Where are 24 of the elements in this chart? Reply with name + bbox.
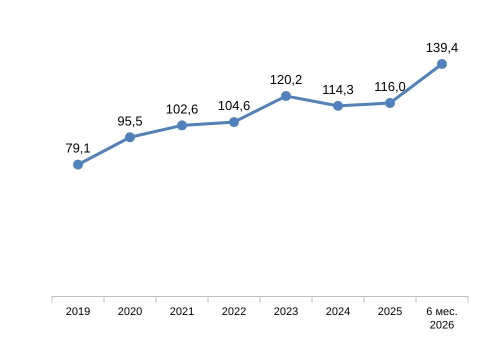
- x-tick-label: 2020: [118, 306, 142, 318]
- x-tick-label: 2025: [378, 306, 402, 318]
- point: [73, 160, 83, 170]
- data-label: 95,5: [117, 113, 143, 128]
- point: [125, 132, 135, 142]
- data-label: 114,3: [322, 82, 354, 97]
- data-label: 116,0: [374, 79, 406, 94]
- x-tick-label: 2019: [66, 306, 90, 318]
- point: [333, 100, 343, 111]
- point: [281, 91, 291, 102]
- x-tick-label: 2021: [170, 306, 194, 318]
- data-label: 102,6: [166, 101, 198, 116]
- data-label: 120,2: [270, 72, 302, 88]
- x-tick-label: 6 мес. 2026: [426, 306, 458, 332]
- data-label: 139,4: [426, 40, 458, 56]
- point: [437, 59, 447, 69]
- x-tick-label: 2024: [326, 306, 350, 318]
- point: [385, 98, 395, 108]
- data-label: 104,6: [218, 98, 250, 114]
- data-label: 79,1: [65, 140, 91, 156]
- point: [229, 117, 239, 128]
- point: [177, 120, 187, 130]
- x-tick-label: 2022: [222, 306, 246, 318]
- x-tick-label: 2023: [274, 306, 298, 318]
